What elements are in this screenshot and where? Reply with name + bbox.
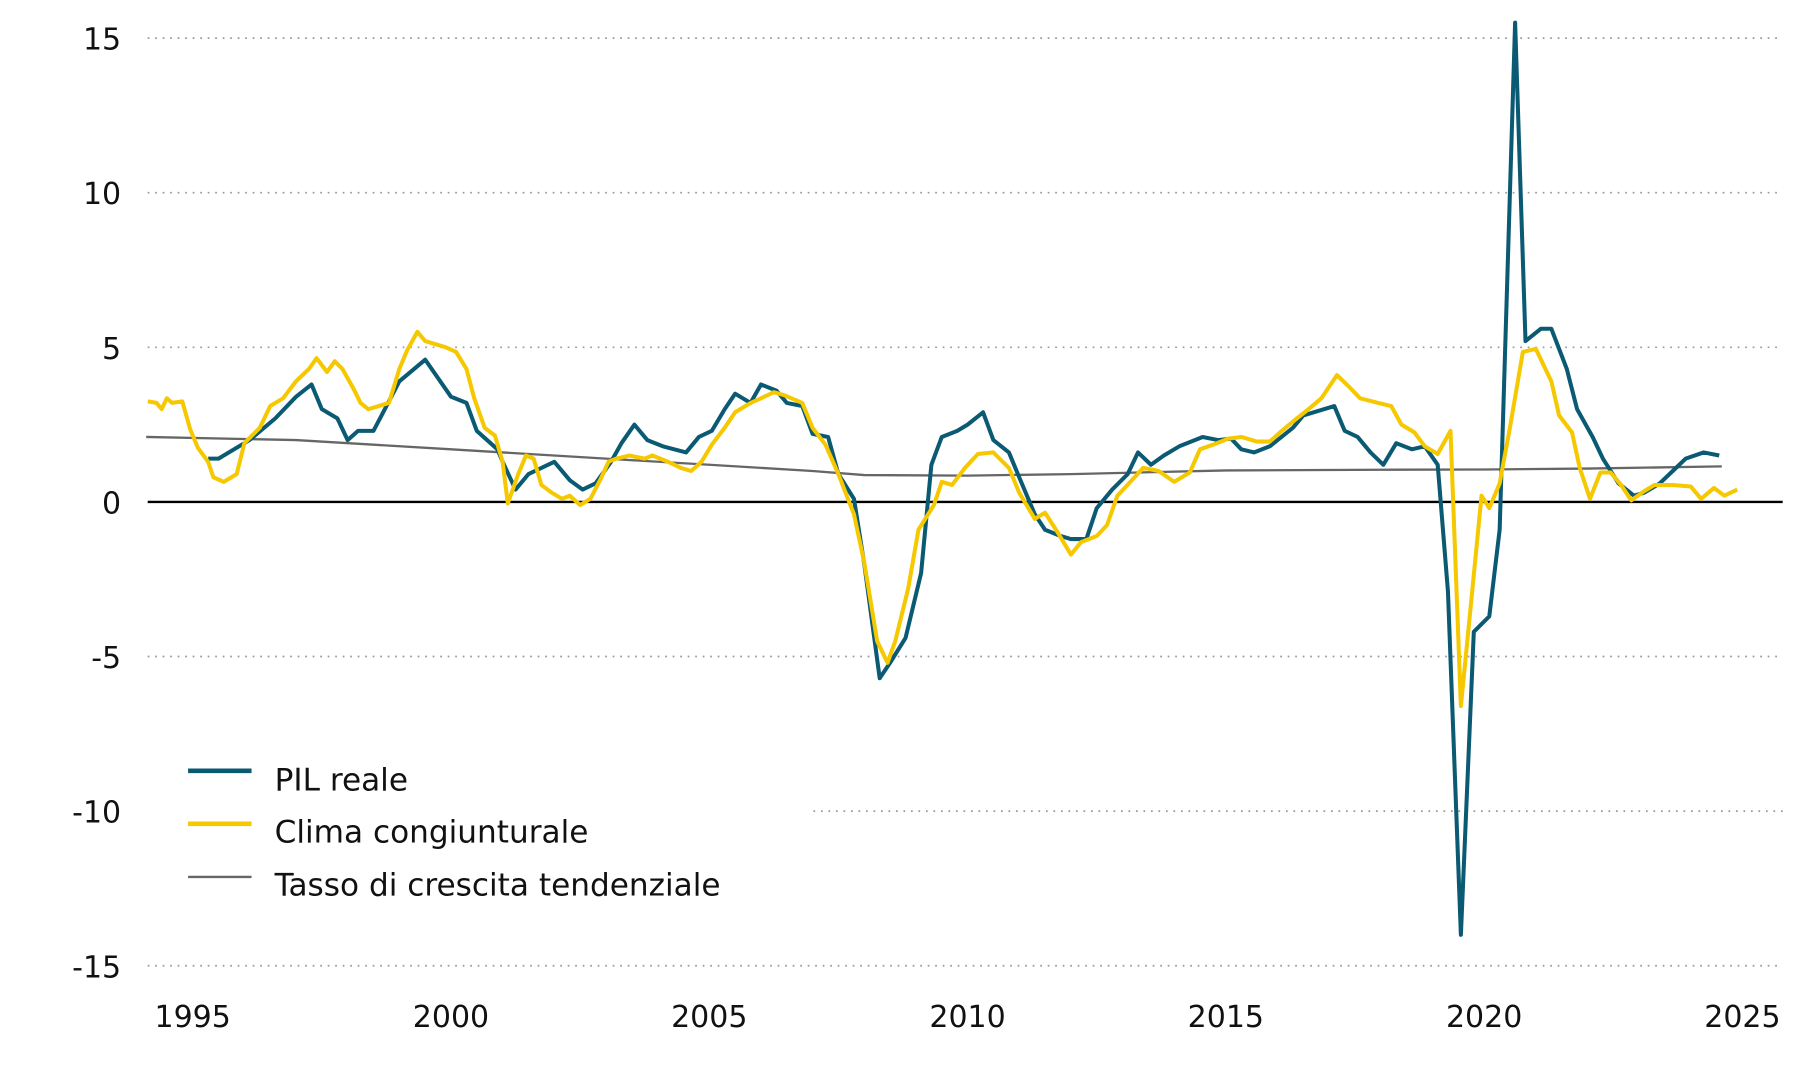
- y-tick-label: 15: [83, 23, 121, 58]
- y-tick-label: 10: [83, 177, 121, 212]
- series-lines: [146, 20, 1739, 937]
- x-tick-label: 1995: [155, 1000, 231, 1035]
- x-tick-label: 2000: [413, 1000, 489, 1035]
- legend-label-tasso-crescita: Tasso di crescita tendenziale: [274, 867, 721, 903]
- x-tick-label: 2010: [929, 1000, 1005, 1035]
- y-tick-label: 0: [102, 486, 121, 521]
- x-tick-label: 2020: [1446, 1000, 1522, 1035]
- series-line-tasso-di-crescita-tendenziale: [146, 435, 1722, 477]
- x-axis-ticks: 1995 2000 2005 2010 2015 2020 2025: [155, 1000, 1781, 1035]
- x-tick-label: 2015: [1188, 1000, 1264, 1035]
- legend-label-pil-reale: PIL reale: [275, 762, 408, 798]
- gridlines: [147, 37, 1783, 967]
- legend: PIL reale Clima congiunturale Tasso di c…: [188, 762, 721, 903]
- series-line-clima-congiunturale: [147, 329, 1739, 709]
- legend-label-clima-congiunturale: Clima congiunturale: [275, 814, 589, 850]
- y-tick-label: -10: [72, 796, 121, 831]
- series-line-pil-reale: [208, 20, 1720, 937]
- y-tick-label: 5: [102, 332, 121, 367]
- y-axis-ticks: 15 10 5 0 -5 -10 -15: [72, 23, 121, 986]
- y-tick-label: -5: [91, 641, 121, 676]
- x-tick-label: 2005: [671, 1000, 747, 1035]
- y-tick-label: -15: [72, 950, 121, 985]
- x-tick-label: 2025: [1704, 1000, 1780, 1035]
